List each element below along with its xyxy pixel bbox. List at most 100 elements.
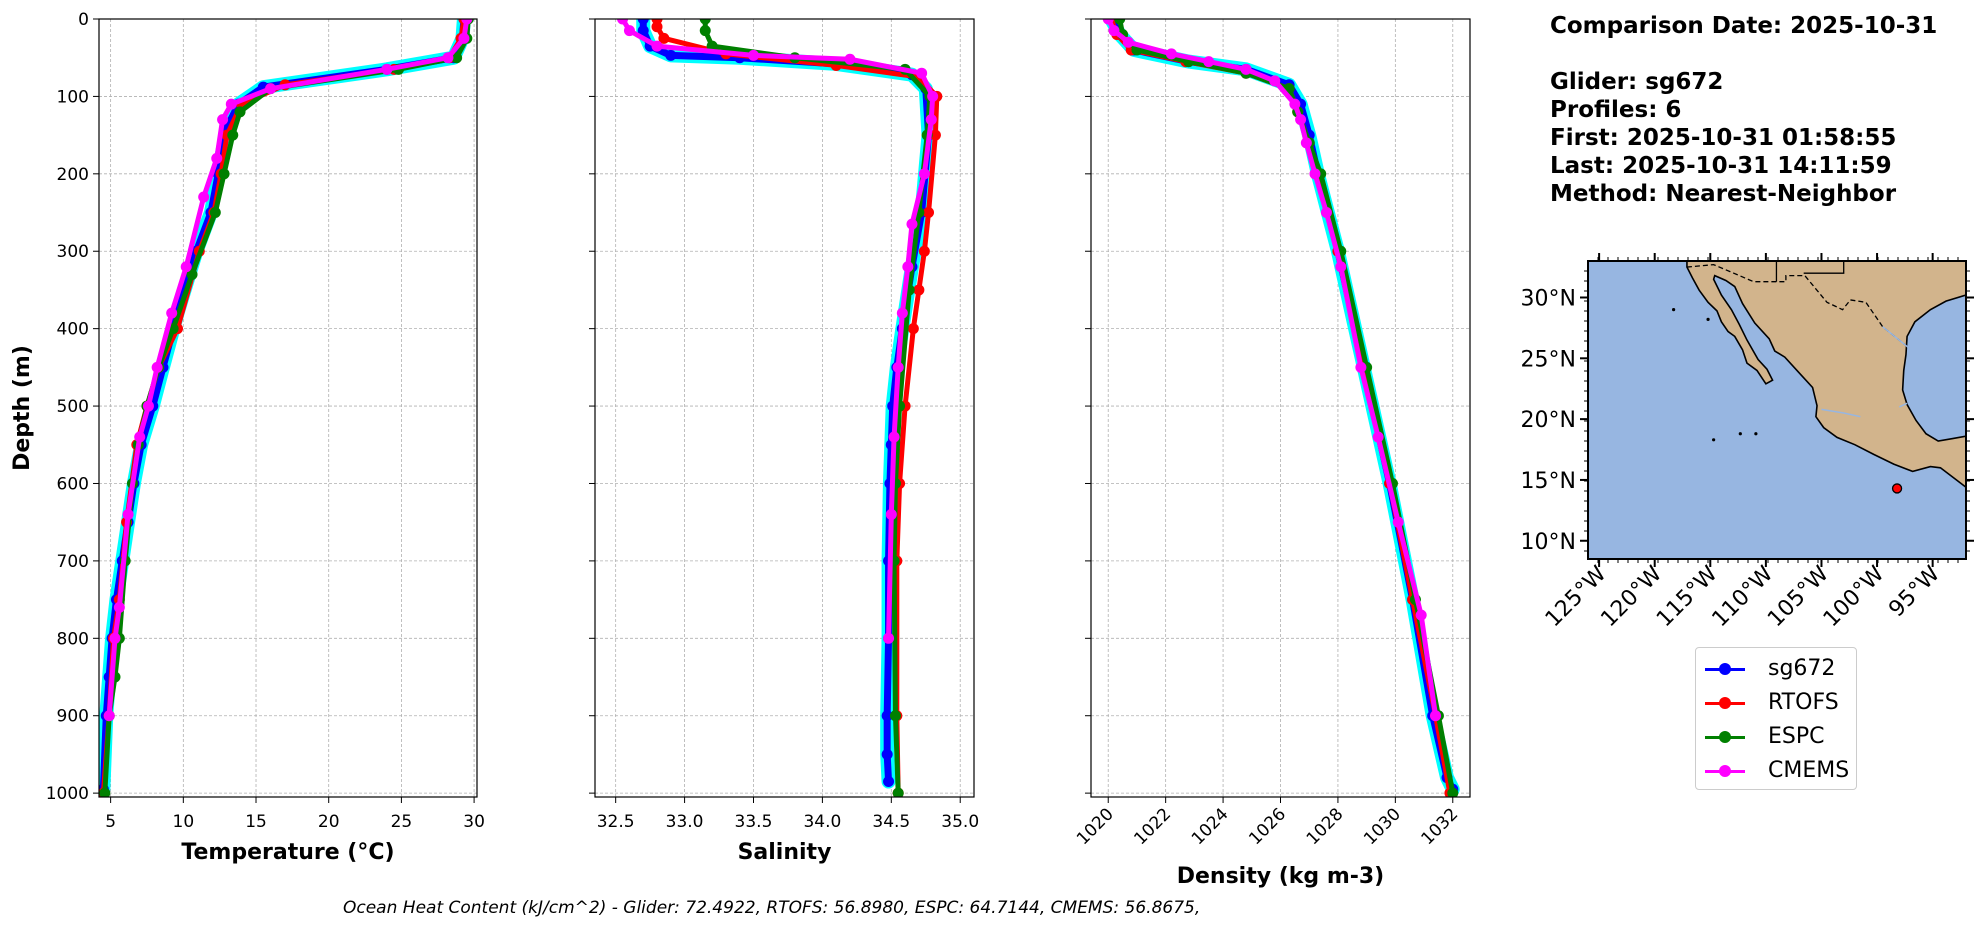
international-border xyxy=(1686,263,1909,348)
series-line xyxy=(1107,19,1457,793)
data-point xyxy=(211,152,223,164)
y-tick-label: 800 xyxy=(57,629,89,649)
data-point xyxy=(166,307,178,319)
data-point xyxy=(617,19,629,25)
data-point xyxy=(925,114,937,126)
map-lat-label: 30°N xyxy=(1521,286,1576,311)
x-axis-label: Temperature (°C) xyxy=(181,840,394,865)
x-tick-label: 32.5 xyxy=(597,812,635,832)
legend-item-cmems: CMEMS xyxy=(1696,754,1856,788)
data-point xyxy=(1392,516,1404,528)
series-line xyxy=(620,19,936,641)
legend: sg672 RTOFS ESPC CMEMS xyxy=(1695,647,1857,790)
map-lat-label: 20°N xyxy=(1521,408,1576,433)
river xyxy=(1821,408,1861,418)
data-point xyxy=(658,32,670,44)
data-point xyxy=(1415,609,1427,621)
data-point xyxy=(113,601,125,613)
data-point xyxy=(1102,19,1114,25)
axes-frame xyxy=(594,18,975,798)
glider-profile-spread xyxy=(1104,19,1460,797)
data-point xyxy=(888,431,900,443)
data-point xyxy=(109,632,121,644)
profile-count: Profiles: 6 xyxy=(1550,97,1682,123)
y-tick-label: 600 xyxy=(57,474,89,494)
x-tick-label: 1030 xyxy=(1360,804,1405,849)
map-lon-label: 125°W xyxy=(1541,561,1612,632)
map-lat-label: 15°N xyxy=(1521,469,1576,494)
x-tick-label: 1032 xyxy=(1418,804,1463,849)
island xyxy=(1706,317,1710,321)
y-tick-label: 300 xyxy=(57,242,89,262)
data-point xyxy=(1309,168,1321,180)
data-point xyxy=(896,307,908,319)
series-cmems xyxy=(1102,19,1442,722)
data-point xyxy=(923,207,935,219)
legend-marker xyxy=(1719,765,1731,777)
last-time: Last: 2025-10-31 14:11:59 xyxy=(1550,153,1892,179)
data-point xyxy=(1320,207,1332,219)
profile-panel-3: 1020 1022 1024 1026 1028 1030 1032 Density (kg … xyxy=(1073,18,1471,889)
data-point xyxy=(99,787,111,797)
plot-area xyxy=(617,19,943,797)
data-point xyxy=(186,268,198,280)
x-tick-label: 10 xyxy=(173,812,195,832)
data-point xyxy=(883,632,895,644)
series-line xyxy=(1105,19,1439,719)
x-tick-label: 20 xyxy=(318,812,340,832)
data-point xyxy=(134,431,146,443)
y-tick-label: 200 xyxy=(57,165,89,185)
map-lon-label: 110°W xyxy=(1708,561,1779,632)
data-point xyxy=(902,261,914,273)
map-lon-label: 115°W xyxy=(1652,561,1723,632)
map-lon-label: 100°W xyxy=(1819,561,1890,632)
island xyxy=(1738,432,1742,436)
legend-label: ESPC xyxy=(1768,724,1825,749)
y-axis-label: Depth (m) xyxy=(10,345,35,471)
data-point xyxy=(699,25,711,37)
map-lat-label: 25°N xyxy=(1521,347,1576,372)
data-point xyxy=(151,361,163,373)
glider-name: Glider: sg672 xyxy=(1550,69,1724,95)
data-point xyxy=(142,400,154,412)
data-point xyxy=(234,106,246,118)
x-axis-label: Density (kg m-3) xyxy=(1177,864,1385,889)
data-point xyxy=(892,787,904,797)
series-sg672 xyxy=(99,19,470,795)
data-point xyxy=(885,508,897,520)
comparison-info: Comparison Date: 2025-10-31 Glider: sg67… xyxy=(1550,12,1937,208)
data-point xyxy=(442,52,454,64)
location-map: 10°N 15°N 20°N 25°N 30°N 125°W120°W115°W110°W… xyxy=(1521,253,1974,632)
series-sg672 xyxy=(1105,19,1459,795)
data-point xyxy=(217,114,229,126)
data-point xyxy=(927,90,939,102)
y-tick-label: 900 xyxy=(57,707,89,727)
series-cmems xyxy=(617,19,939,644)
island xyxy=(1754,432,1758,436)
data-point xyxy=(265,83,277,95)
data-point xyxy=(381,63,393,75)
data-point xyxy=(881,710,893,722)
data-point xyxy=(103,710,115,722)
island xyxy=(1672,308,1676,312)
data-point xyxy=(907,323,919,335)
profile-panel-1: 0 100 200 300 400 500 600 700 800 900 1000 5 10 15 20 2… xyxy=(10,10,485,865)
data-point xyxy=(209,207,221,219)
data-point xyxy=(892,361,904,373)
legend-marker xyxy=(1719,731,1731,743)
map-frame xyxy=(1587,260,1967,560)
data-point xyxy=(1122,36,1134,48)
y-tick-label: 0 xyxy=(78,10,89,30)
data-point xyxy=(180,261,192,273)
data-point xyxy=(198,191,210,203)
data-point xyxy=(916,67,928,79)
series-line xyxy=(106,19,470,719)
data-point xyxy=(699,19,711,25)
interp-method: Method: Nearest-Neighbor xyxy=(1550,181,1897,207)
data-point xyxy=(122,508,134,520)
data-point xyxy=(651,21,663,33)
x-tick-label: 1020 xyxy=(1073,804,1118,849)
data-point xyxy=(461,19,473,25)
data-point xyxy=(881,748,893,760)
data-point xyxy=(1300,137,1312,149)
